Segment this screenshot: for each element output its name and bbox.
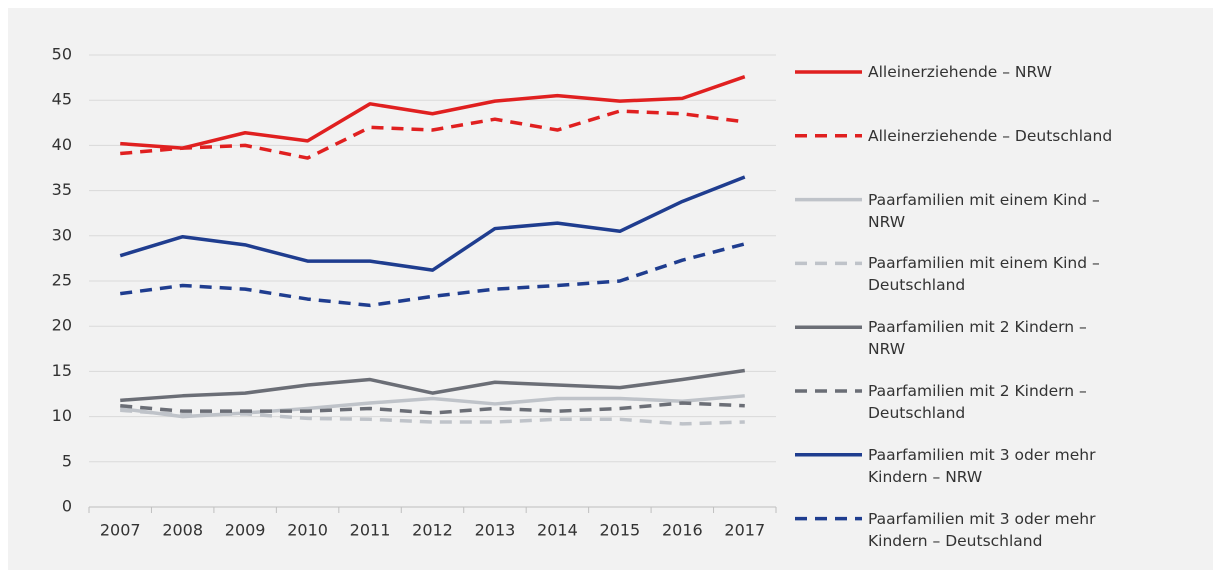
legend-label: Paarfamilien mit einem Kind – Deutschlan… [868, 254, 1100, 295]
x-tick-label: 2012 [412, 521, 453, 540]
series-line [120, 75, 746, 150]
y-tick-label: 50 [52, 45, 72, 64]
y-tick-label: 45 [52, 90, 72, 109]
x-tick-label: 2008 [162, 521, 203, 540]
x-tick-label: 2010 [287, 521, 328, 540]
series-line [120, 408, 745, 426]
legend-label: Alleinerziehende – NRW [868, 63, 1052, 81]
x-tick-label: 2007 [100, 521, 141, 540]
y-tick-label: 15 [52, 361, 72, 380]
series-line [119, 175, 746, 272]
y-tick-label: 30 [52, 225, 72, 244]
x-tick-label: 2014 [537, 521, 578, 540]
legend-label: Paarfamilien mit 2 Kindern – Deutschland [868, 382, 1087, 422]
x-tick-label: 2009 [225, 521, 266, 540]
legend-label: Paarfamilien mit 2 Kindern – NRW [868, 318, 1087, 359]
x-tick-label: 2016 [662, 521, 703, 540]
y-tick-label: 20 [52, 316, 72, 335]
legend-label: Paarfamilien mit 3 oder mehr Kindern – N… [868, 445, 1096, 486]
y-tick-label: 35 [52, 180, 72, 199]
y-tick-label: 25 [52, 271, 72, 290]
series-line [120, 401, 745, 415]
x-tick-label: 2011 [350, 521, 391, 540]
y-tick-label: 40 [52, 135, 72, 154]
legend-label: Paarfamilien mit 3 oder mehr Kindern – D… [868, 509, 1096, 550]
series-line [120, 109, 745, 160]
y-tick-label: 0 [62, 497, 72, 516]
legend-label: Alleinerziehende – Deutschland [868, 126, 1113, 145]
legend-label: Paarfamilien mit einem Kind – NRW [868, 190, 1100, 231]
y-tick-label: 10 [52, 406, 72, 425]
x-tick-label: 2013 [475, 521, 516, 540]
series-line [120, 368, 746, 403]
y-tick-label: 5 [62, 451, 72, 470]
x-tick-label: 2015 [600, 521, 641, 540]
x-tick-label: 2017 [724, 521, 765, 540]
series-line [120, 242, 746, 308]
